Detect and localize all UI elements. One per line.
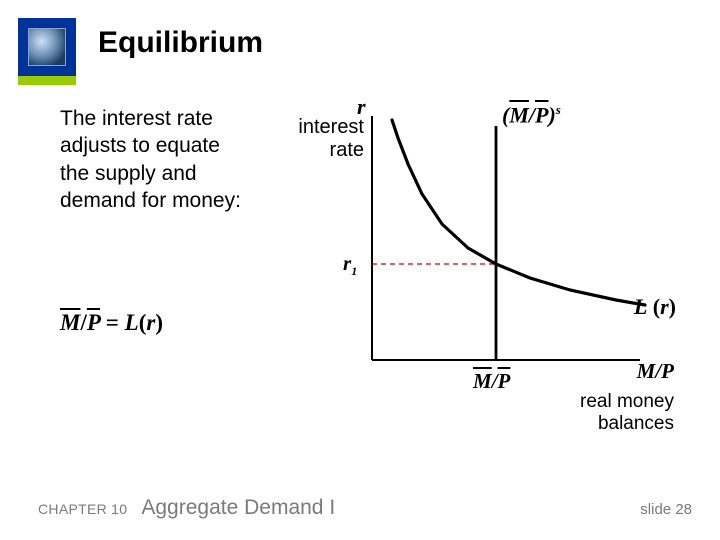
logo-inner-icon xyxy=(28,28,66,66)
slide-title: Equilibrium xyxy=(98,26,263,60)
eq-close: ) xyxy=(155,310,163,335)
demand-curve-label: L (r) xyxy=(634,294,676,320)
y-axis-label: interest rate xyxy=(298,116,364,162)
slide-footer: CHAPTER 10 Aggregate Demand I slide 28 xyxy=(38,496,692,520)
body-paragraph: The interest rate adjusts to equate the … xyxy=(60,105,250,214)
x-axis-var: M/P xyxy=(637,359,674,384)
mp-bar-label: M/P xyxy=(473,369,510,394)
money-supply-label: (M/P)s xyxy=(502,102,561,128)
footer-slide-number: slide 28 xyxy=(640,501,692,518)
footer-title: Aggregate Demand I xyxy=(141,496,335,520)
r1-label: r1 xyxy=(343,251,357,279)
eq-func: L xyxy=(125,310,139,335)
eq-arg: r xyxy=(146,310,155,335)
eq-p-bar: P xyxy=(87,310,100,335)
x-axis-label: real moneybalances xyxy=(580,391,674,435)
eq-m-bar: M xyxy=(60,310,80,335)
money-market-chart: r interest rate (M/P)s r1 L (r) M/P M/P … xyxy=(300,98,680,428)
accent-bar xyxy=(18,76,76,85)
eq-equals: = xyxy=(106,310,125,335)
slide-header: Equilibrium xyxy=(0,0,720,76)
logo-square xyxy=(18,18,76,76)
footer-chapter: CHAPTER 10 xyxy=(38,501,127,517)
equilibrium-equation: M/P = L(r) xyxy=(60,310,163,336)
